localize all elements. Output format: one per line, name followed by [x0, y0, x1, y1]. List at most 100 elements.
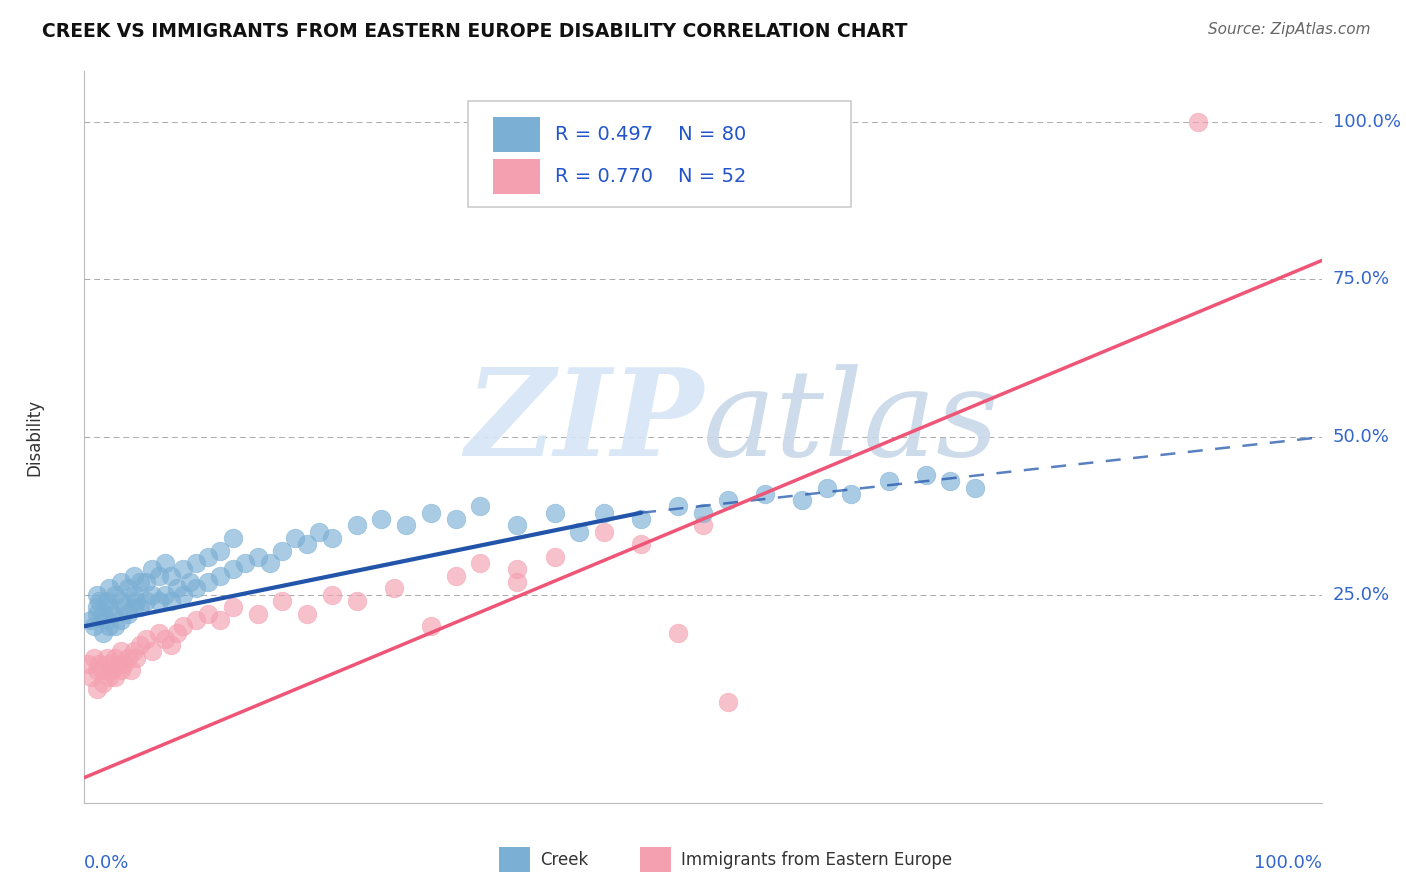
Point	[153, 588, 176, 602]
Point	[153, 632, 176, 646]
Text: R = 0.497    N = 80: R = 0.497 N = 80	[554, 125, 745, 144]
Point	[122, 600, 145, 615]
Point	[470, 556, 492, 570]
Point	[370, 512, 392, 526]
Point	[98, 670, 121, 684]
Point	[89, 594, 111, 608]
Point	[172, 619, 194, 633]
Point	[284, 531, 307, 545]
Point	[271, 594, 294, 608]
Point	[79, 670, 101, 684]
Point	[939, 474, 962, 488]
Point	[346, 594, 368, 608]
Point	[141, 588, 163, 602]
Point	[222, 531, 245, 545]
Point	[86, 664, 108, 678]
Point	[444, 512, 467, 526]
Point	[444, 569, 467, 583]
Point	[110, 613, 132, 627]
Point	[86, 682, 108, 697]
Point	[1187, 115, 1209, 129]
Point	[172, 562, 194, 576]
Text: 100.0%: 100.0%	[1254, 854, 1322, 872]
Point	[222, 562, 245, 576]
Point	[209, 543, 232, 558]
Point	[91, 625, 114, 640]
Point	[125, 594, 148, 608]
Point	[568, 524, 591, 539]
Point	[120, 664, 142, 678]
Point	[692, 506, 714, 520]
Point	[122, 644, 145, 658]
Point	[117, 582, 139, 596]
Point	[271, 543, 294, 558]
Point	[108, 657, 131, 671]
Point	[197, 575, 219, 590]
Point	[222, 600, 245, 615]
Point	[914, 467, 936, 482]
Point	[117, 650, 139, 665]
Point	[630, 537, 652, 551]
Point	[89, 657, 111, 671]
Point	[630, 512, 652, 526]
Point	[91, 607, 114, 621]
Text: CREEK VS IMMIGRANTS FROM EASTERN EUROPE DISABILITY CORRELATION CHART: CREEK VS IMMIGRANTS FROM EASTERN EUROPE …	[42, 22, 908, 41]
Point	[197, 549, 219, 564]
Point	[96, 650, 118, 665]
Point	[543, 506, 565, 520]
Point	[419, 506, 441, 520]
Point	[135, 632, 157, 646]
Point	[717, 695, 740, 709]
Point	[91, 676, 114, 690]
Text: ZIP: ZIP	[465, 363, 703, 482]
Point	[104, 650, 127, 665]
Point	[209, 569, 232, 583]
Point	[141, 562, 163, 576]
Point	[295, 607, 318, 621]
Point	[112, 600, 135, 615]
Text: 75.0%: 75.0%	[1333, 270, 1391, 288]
Text: R = 0.770    N = 52: R = 0.770 N = 52	[554, 167, 747, 186]
Point	[160, 569, 183, 583]
Point	[122, 588, 145, 602]
Point	[666, 625, 689, 640]
Point	[506, 562, 529, 576]
Point	[91, 664, 114, 678]
Point	[179, 575, 201, 590]
Point	[717, 493, 740, 508]
Point	[110, 594, 132, 608]
Point	[110, 644, 132, 658]
Point	[122, 569, 145, 583]
Point	[246, 549, 269, 564]
Point	[135, 575, 157, 590]
Text: Source: ZipAtlas.com: Source: ZipAtlas.com	[1208, 22, 1371, 37]
Point	[419, 619, 441, 633]
Point	[506, 575, 529, 590]
Point	[79, 613, 101, 627]
Point	[104, 588, 127, 602]
Point	[148, 569, 170, 583]
Text: Disability: Disability	[25, 399, 44, 475]
Point	[172, 588, 194, 602]
Point	[98, 619, 121, 633]
Point	[470, 500, 492, 514]
Point	[100, 664, 122, 678]
Point	[153, 556, 176, 570]
Text: atlas: atlas	[703, 364, 1000, 481]
FancyBboxPatch shape	[492, 159, 540, 194]
Point	[104, 619, 127, 633]
Point	[148, 625, 170, 640]
Point	[666, 500, 689, 514]
Point	[98, 657, 121, 671]
Text: Creek: Creek	[540, 851, 588, 869]
Point	[395, 518, 418, 533]
Point	[129, 600, 152, 615]
Point	[790, 493, 813, 508]
Text: 100.0%: 100.0%	[1333, 112, 1400, 131]
Point	[543, 549, 565, 564]
Point	[184, 613, 207, 627]
Point	[166, 625, 188, 640]
Point	[135, 594, 157, 608]
Point	[86, 600, 108, 615]
FancyBboxPatch shape	[468, 101, 852, 207]
